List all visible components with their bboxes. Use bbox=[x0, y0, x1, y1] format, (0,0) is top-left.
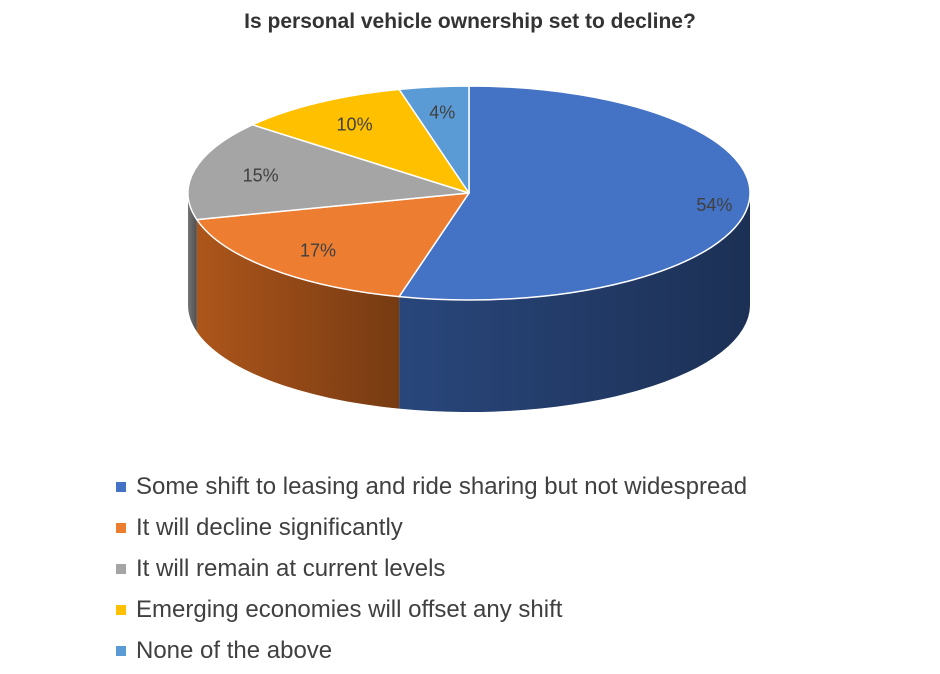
legend-item: Some shift to leasing and ride sharing b… bbox=[116, 466, 747, 507]
pie-sides bbox=[188, 193, 750, 412]
pie-slice-side-shade bbox=[399, 193, 750, 412]
pie-slice-label: 15% bbox=[243, 165, 279, 185]
legend: Some shift to leasing and ride sharing b… bbox=[116, 466, 747, 671]
pie-slice bbox=[196, 192, 470, 298]
legend-item: None of the above bbox=[116, 630, 747, 671]
legend-swatch bbox=[116, 604, 126, 615]
pie-labels: 54% 17% 15% 10% 4% bbox=[243, 102, 733, 260]
legend-label: Some shift to leasing and ride sharing b… bbox=[136, 472, 748, 500]
legend-item: It will decline significantly bbox=[116, 507, 747, 548]
pie-slice-side-shade bbox=[196, 219, 400, 409]
pie-slice-label: 10% bbox=[337, 114, 373, 134]
pie-slice bbox=[251, 88, 470, 194]
legend-label: Emerging economies will offset any shift bbox=[136, 595, 563, 623]
legend-swatch bbox=[116, 481, 126, 492]
legend-swatch bbox=[116, 522, 126, 533]
pie-slice bbox=[187, 124, 470, 221]
chart-title: Is personal vehicle ownership set to dec… bbox=[244, 10, 696, 33]
pie-chart: 54% 17% 15% 10% 4% bbox=[187, 85, 751, 412]
pie-slice-label: 54% bbox=[696, 195, 732, 215]
legend-swatch bbox=[116, 563, 126, 574]
legend-label: None of the above bbox=[136, 636, 333, 664]
pie-tops bbox=[187, 85, 751, 301]
pie-slice bbox=[398, 85, 470, 194]
legend-label: It will remain at current levels bbox=[136, 554, 446, 582]
pie-slice-side-shade bbox=[188, 193, 197, 332]
pie-slice-label: 17% bbox=[300, 241, 336, 261]
legend-item: It will remain at current levels bbox=[116, 548, 747, 589]
pie-slice bbox=[398, 85, 751, 301]
legend-label: It will decline significantly bbox=[136, 513, 403, 541]
legend-item: Emerging economies will offset any shift bbox=[116, 589, 747, 630]
legend-swatch bbox=[116, 645, 126, 656]
pie-slice-label: 4% bbox=[429, 102, 455, 122]
